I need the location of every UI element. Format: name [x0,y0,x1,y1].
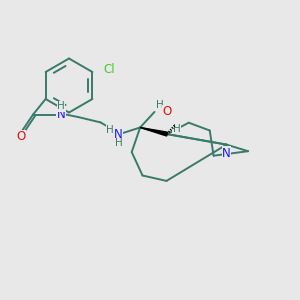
Text: H: H [57,101,65,111]
Text: N: N [56,108,65,121]
Polygon shape [140,128,168,136]
Text: H: H [173,124,181,134]
Text: H: H [106,125,114,135]
Text: O: O [16,130,26,143]
Text: N: N [222,146,231,160]
Text: Cl: Cl [104,63,116,76]
Text: H: H [156,100,164,110]
Text: N: N [114,128,123,141]
Text: O: O [163,105,172,119]
Text: H: H [115,138,122,148]
